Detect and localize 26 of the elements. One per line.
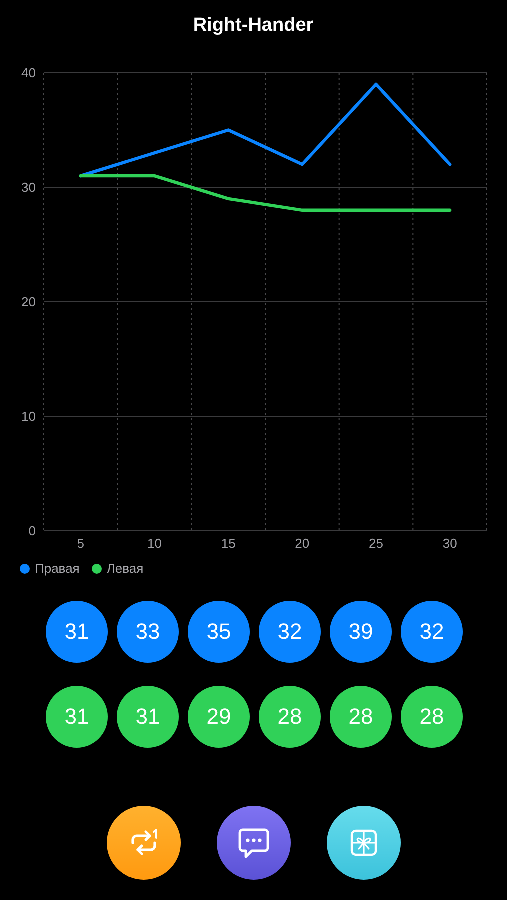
data-label: 39	[348, 619, 374, 645]
data-label: 32	[278, 619, 302, 645]
data-label: 33	[136, 619, 160, 645]
data-label: 28	[278, 704, 302, 730]
y-tick-label: 0	[28, 524, 36, 539]
y-tick-label: 10	[22, 409, 36, 424]
x-tick-label: 25	[369, 536, 384, 552]
x-tick-label: 15	[221, 536, 236, 552]
data-label: 28	[420, 704, 444, 730]
data-label: 28	[348, 704, 374, 730]
data-label: 31	[64, 704, 90, 730]
data-label: 35	[206, 619, 232, 645]
y-tick-label: 20	[22, 294, 36, 310]
data-label: 31	[64, 619, 90, 645]
legend-label: Левая	[106, 561, 144, 576]
y-tick-label: 30	[22, 180, 36, 196]
data-label: 31	[136, 704, 160, 730]
y-tick-label: 40	[22, 66, 36, 81]
data-label: 29	[206, 704, 232, 730]
chart-title: Right-Hander	[192, 15, 315, 37]
legend-label: Правая	[35, 561, 80, 576]
x-tick-label: 20	[295, 536, 310, 552]
x-tick-label: 5	[77, 536, 85, 552]
x-tick-label: 10	[148, 536, 162, 552]
data-label: 32	[420, 619, 444, 645]
x-tick-label: 30	[442, 536, 458, 552]
